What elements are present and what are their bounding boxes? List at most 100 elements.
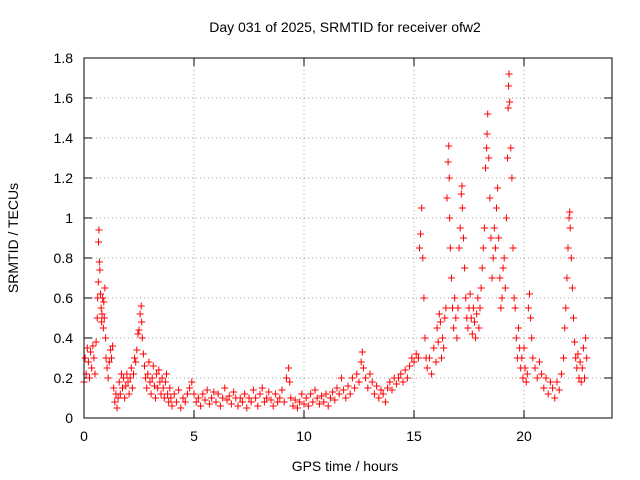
data-point: [153, 370, 161, 378]
data-point: [114, 394, 122, 402]
y-tick-label: 1.6: [54, 90, 74, 106]
data-point: [414, 354, 422, 362]
data-point: [138, 334, 146, 342]
data-point: [141, 362, 148, 370]
data-point: [476, 304, 484, 312]
data-point: [304, 402, 312, 410]
data-point: [568, 284, 576, 292]
data-point: [326, 394, 334, 402]
data-point: [478, 264, 486, 272]
data-point: [499, 264, 507, 272]
data-point: [497, 304, 505, 312]
data-point: [538, 370, 546, 378]
data-point: [456, 224, 464, 232]
data-point: [466, 290, 474, 298]
data-point: [125, 390, 133, 398]
data-point: [115, 378, 123, 386]
data-point: [335, 390, 343, 398]
data-point: [203, 386, 211, 394]
data-point: [523, 370, 531, 378]
data-point: [234, 402, 242, 410]
data-point: [258, 384, 266, 392]
data-point: [418, 204, 426, 212]
data-point: [133, 346, 141, 354]
data-point: [410, 358, 418, 366]
data-point: [247, 398, 255, 406]
data-point: [296, 398, 304, 406]
data-point: [340, 386, 348, 394]
data-point: [540, 384, 548, 392]
data-point: [188, 378, 196, 386]
data-point: [504, 104, 512, 112]
plot-frame: [83, 57, 613, 419]
data-point: [384, 384, 392, 392]
data-point: [175, 386, 183, 394]
data-point: [110, 384, 118, 392]
data-point: [265, 388, 273, 396]
data-point: [421, 334, 429, 342]
data-point: [227, 400, 235, 408]
data-point: [238, 398, 246, 406]
data-point: [280, 398, 288, 406]
data-point: [442, 304, 450, 312]
data-point: [95, 226, 103, 234]
data-point: [95, 238, 103, 246]
data-point: [346, 390, 354, 398]
data-point: [412, 350, 420, 358]
data-point: [535, 358, 543, 366]
data-point: [388, 386, 396, 394]
data-point: [144, 370, 152, 378]
data-point: [282, 374, 290, 382]
data-point: [148, 374, 156, 382]
data-point: [88, 364, 96, 372]
data-point: [461, 264, 469, 272]
data-point: [130, 370, 137, 378]
data-point: [138, 318, 146, 326]
data-point: [201, 396, 209, 404]
data-point: [249, 386, 257, 394]
data-point: [132, 358, 140, 366]
data-point: [362, 374, 370, 382]
data-point: [471, 318, 478, 326]
data-point: [158, 374, 166, 382]
data-point: [438, 354, 445, 362]
data-point: [397, 370, 405, 378]
data-point: [495, 234, 503, 242]
data-point: [480, 224, 488, 232]
data-point: [505, 70, 513, 78]
data-point: [399, 378, 407, 386]
data-point: [469, 304, 477, 312]
data-point: [408, 354, 416, 362]
data-point: [160, 394, 168, 402]
data-point: [136, 310, 144, 318]
data-point: [416, 244, 423, 252]
data-point: [557, 370, 565, 378]
data-point: [183, 390, 191, 398]
data-point: [126, 374, 134, 382]
data-point: [462, 294, 470, 302]
data-point: [131, 354, 139, 362]
data-point: [134, 330, 142, 338]
data-point: [428, 370, 436, 378]
data-point: [403, 374, 411, 382]
data-point: [97, 304, 105, 312]
data-point: [197, 402, 205, 410]
data-point: [93, 314, 101, 322]
data-point: [263, 394, 271, 402]
data-point: [561, 324, 569, 332]
data-point: [358, 348, 366, 356]
data-point: [555, 386, 563, 394]
data-point: [395, 374, 403, 382]
data-point: [504, 154, 511, 162]
data-point: [551, 394, 559, 402]
data-point: [445, 142, 453, 150]
data-point: [489, 254, 497, 262]
data-point: [155, 366, 163, 374]
data-point: [137, 302, 145, 310]
data-point: [104, 374, 112, 382]
data-point: [511, 304, 519, 312]
data-point: [444, 158, 452, 166]
data-point: [488, 274, 496, 282]
data-point: [96, 266, 104, 274]
